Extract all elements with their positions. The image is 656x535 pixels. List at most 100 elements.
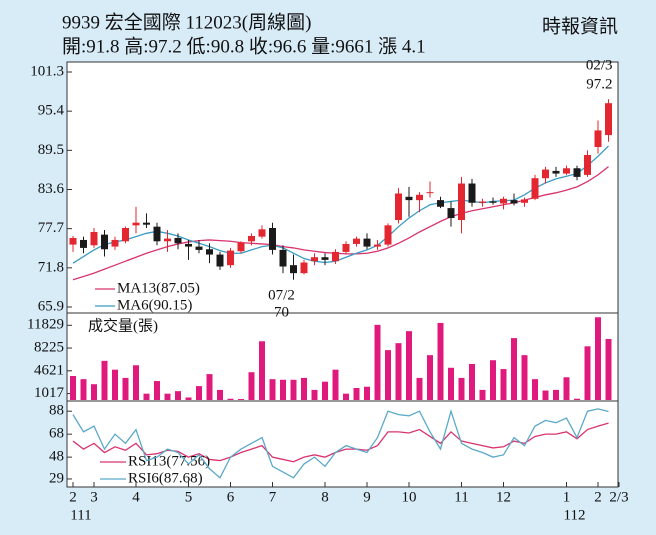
legend-label: RSI13(77.56) (128, 453, 210, 469)
volume-bar (238, 399, 244, 400)
x-tick-label: 11 (454, 489, 468, 505)
volume-bar (584, 346, 591, 400)
y-tick-label: 11829 (27, 317, 64, 333)
candle-body (185, 243, 192, 247)
candle-body (111, 239, 119, 247)
volume-bar (500, 369, 507, 400)
candle-body (174, 237, 182, 244)
candle-body (374, 244, 381, 247)
x-tick-label: 2 (594, 489, 602, 505)
candle-body (332, 251, 339, 262)
candle-body (542, 169, 549, 179)
volume-bar (479, 389, 486, 400)
x-tick-label: 9 (363, 489, 371, 505)
volume-bar (175, 391, 181, 400)
y-tick-label: 95.4 (38, 103, 65, 119)
candle-body (353, 238, 360, 244)
rsi-frame (66, 400, 619, 488)
annotation-price: 70 (274, 304, 289, 320)
candle-body (321, 257, 329, 260)
volume-bar (259, 341, 265, 400)
line (72, 408, 609, 479)
summary: 開:91.8 高:97.2 低:90.8 收:96.6 量:9661 漲 4.1 (62, 35, 426, 57)
x-tick-label: 5 (185, 489, 193, 505)
volume-bar (448, 367, 454, 400)
x-tick-label: 3 (90, 489, 98, 505)
y-tick-label: 4621 (34, 362, 64, 378)
volume-bar (521, 355, 528, 400)
volume-bar (206, 374, 213, 400)
y-tick-label: 48 (49, 449, 64, 465)
legend-label: RSI6(87.68) (128, 470, 203, 486)
candle-body (384, 225, 392, 245)
candle-body (258, 229, 266, 237)
candle-body (573, 168, 581, 177)
volume-bar (406, 331, 412, 400)
volume-bar (437, 322, 444, 400)
x-tick-label: 1 (563, 489, 571, 505)
annotation-price: 97.2 (586, 76, 612, 92)
volume-bar (458, 377, 465, 400)
candle-body (363, 238, 371, 247)
y-tick-label: 71.8 (38, 259, 64, 275)
volume-bar (185, 397, 192, 400)
y-tick-label: 1017 (34, 385, 65, 401)
candle-body (90, 231, 98, 246)
candle-body (552, 170, 560, 174)
candle-body (405, 196, 413, 201)
x-tick-label: 2/3 (609, 489, 628, 505)
line (72, 145, 609, 264)
x-tick-label: 2 (69, 489, 77, 505)
volume-bar (290, 379, 297, 400)
candle-body (468, 183, 476, 203)
volume-bar (343, 393, 349, 400)
volume-bar (469, 364, 475, 400)
candle-body (531, 178, 539, 199)
candle-body (342, 243, 350, 252)
candle-body (584, 154, 591, 175)
candle-body (437, 200, 444, 207)
volume-bar (280, 379, 286, 400)
candle-body (395, 193, 402, 221)
candle-body (143, 222, 150, 225)
x-tick-label: 12 (496, 489, 511, 505)
volume-bar (164, 393, 171, 400)
volume-bar (196, 386, 202, 400)
volume-bar (322, 381, 328, 400)
volume-bar (553, 389, 559, 400)
candle-body (227, 250, 234, 266)
candle-body (279, 249, 287, 267)
x-year-label: 111 (70, 507, 91, 523)
candle-body (269, 228, 276, 250)
volume-bar (395, 343, 402, 400)
annotation-date: 07/2 (268, 287, 295, 303)
candle-body (594, 130, 602, 148)
legend-label: MA6(90.15) (117, 297, 192, 313)
x-tick-label: 7 (269, 489, 277, 505)
volume-bar (595, 317, 601, 400)
candle-body (164, 238, 171, 242)
candle-body (416, 194, 423, 201)
chart-title: 9939 宏全國際 112023(周線圖) (62, 11, 311, 33)
candle-body (216, 254, 224, 267)
y-tick-label: 89.5 (38, 142, 64, 158)
y-tick-label: 101.3 (30, 63, 64, 79)
candle-body (248, 235, 255, 242)
volume-bar (490, 360, 496, 400)
candle-body (563, 168, 570, 174)
annotation-date: 02/3 (586, 57, 613, 73)
volume-bar (427, 355, 433, 400)
y-tick-label: 83.6 (38, 181, 65, 197)
panel-title: 成交量(張) (88, 316, 158, 334)
candle-body (510, 200, 518, 204)
candle-body (426, 192, 434, 194)
candle-body (237, 242, 245, 252)
volume-bar (332, 369, 339, 400)
candle-body (479, 201, 486, 203)
candle-body (122, 228, 129, 242)
candle-body (521, 199, 528, 203)
volume-bar (112, 369, 118, 400)
x-tick-label: 8 (321, 489, 329, 505)
volume-bar (101, 360, 108, 400)
